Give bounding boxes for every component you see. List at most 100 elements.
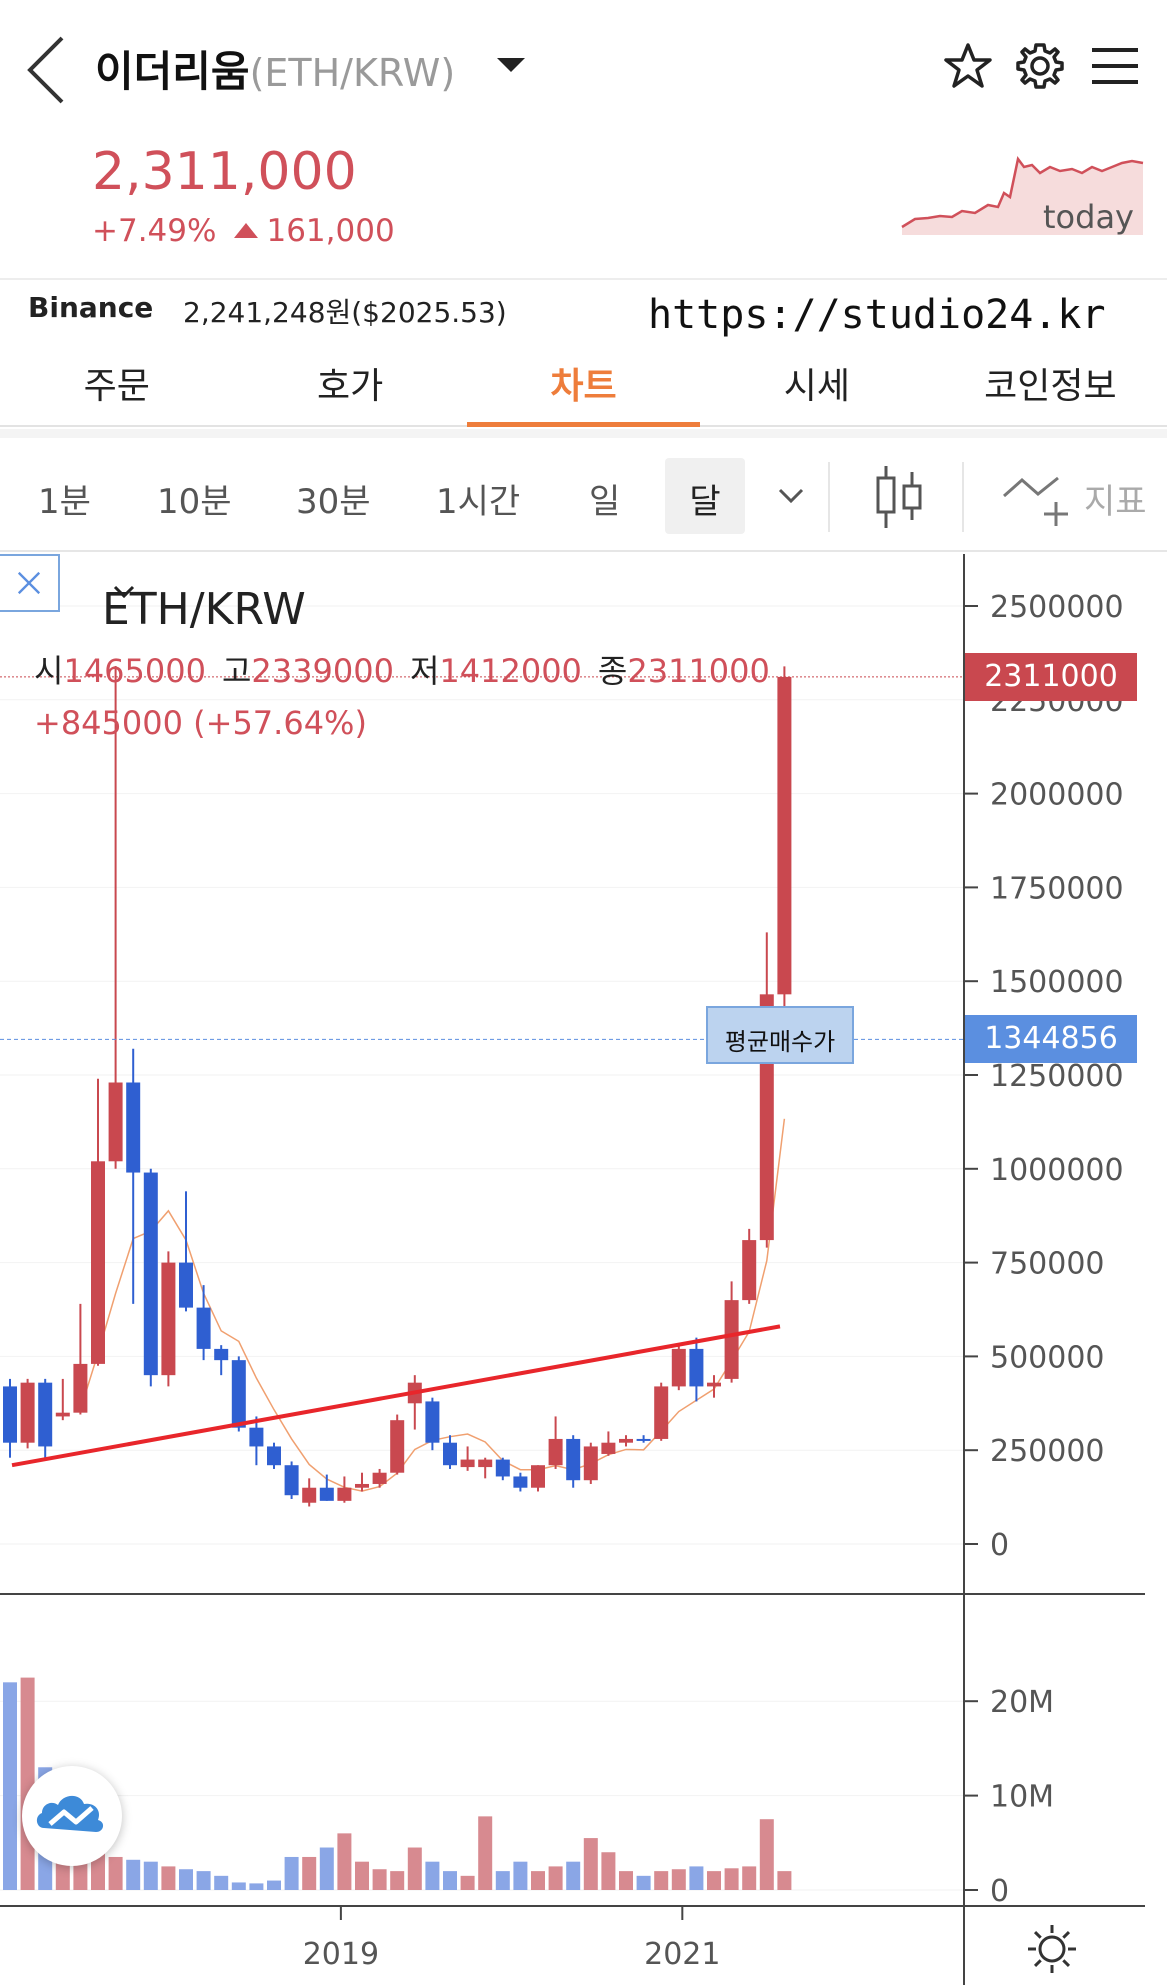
coin-dropdown-icon[interactable] (497, 58, 525, 72)
candle-body (724, 1300, 739, 1379)
y-tick-label: 1250000 (990, 1059, 1124, 1094)
y-tick-label: 250000 (990, 1434, 1105, 1469)
close-icon[interactable] (0, 554, 60, 612)
gear-icon[interactable] (1014, 40, 1066, 92)
volume-bar (319, 1847, 334, 1890)
candle-body (566, 1438, 581, 1481)
candle-body (319, 1487, 334, 1501)
indicator-icon[interactable] (1002, 470, 1082, 530)
volume-bar (126, 1859, 141, 1890)
candle-body (636, 1438, 651, 1441)
candle-body (337, 1487, 352, 1501)
volume-bar (91, 1852, 105, 1890)
volume-bar (777, 1871, 792, 1890)
volume-bar (689, 1866, 704, 1890)
chart-symbol-label: ETH/KRW (102, 584, 306, 635)
separator (828, 462, 830, 532)
current-price-tag: 2311000 (965, 652, 1137, 701)
low-value: 1412000 (439, 652, 582, 690)
chart-symbol[interactable]: ETH/KRW (102, 584, 306, 635)
volume-bar (196, 1871, 211, 1890)
tab-orderbook[interactable]: 호가 (316, 366, 384, 407)
interval-1hour[interactable]: 1시간 (436, 482, 521, 522)
cloud-chart-icon (36, 1795, 104, 1832)
menu-icon[interactable] (1090, 40, 1142, 92)
y-tick-label: 0 (990, 1528, 1009, 1563)
today-sparkline (901, 156, 1144, 235)
candle-body (91, 1161, 105, 1364)
sun-settings-icon[interactable] (1028, 1925, 1076, 1973)
header: 이더리움(ETH/KRW) (0, 0, 1167, 130)
candle-body (513, 1476, 528, 1488)
coin-title[interactable]: 이더리움(ETH/KRW) (95, 38, 455, 99)
volume-bar (495, 1871, 510, 1890)
indicator-label[interactable]: 지표 (1084, 482, 1147, 522)
volume-bar (724, 1868, 739, 1890)
y-tick-label: 2500000 (990, 590, 1124, 625)
open-value: 1465000 (63, 652, 206, 690)
candlestick-icon[interactable] (872, 464, 926, 530)
interval-30min[interactable]: 30분 (296, 482, 371, 522)
chevron-down-icon[interactable] (776, 486, 806, 506)
volume-bar (671, 1869, 686, 1890)
volume-bar (355, 1861, 369, 1890)
candle-body (583, 1446, 598, 1481)
volume-bar (231, 1882, 246, 1890)
candle-body (671, 1348, 686, 1387)
tab-quotes[interactable]: 시세 (783, 366, 851, 407)
cloud-chart-button[interactable] (22, 1766, 122, 1866)
candle-body (443, 1442, 457, 1466)
star-icon[interactable] (942, 40, 994, 92)
candle-body (73, 1363, 88, 1413)
volume-bar (742, 1866, 757, 1890)
volume-bar (179, 1869, 193, 1890)
interval-10min[interactable]: 10분 (157, 482, 232, 522)
candle-body (3, 1386, 17, 1443)
candle-body (355, 1483, 369, 1488)
chevron-down-icon[interactable] (112, 584, 136, 600)
volume-bar (249, 1883, 264, 1890)
trendline (11, 1324, 781, 1468)
candle-body (619, 1438, 633, 1443)
candle-body (196, 1307, 211, 1349)
price-chart[interactable]: 2500000 2250000 2000000 1750000 1500000 12500… (0, 554, 1167, 1985)
y-tick-label: 1500000 (990, 965, 1124, 1000)
interval-day[interactable]: 일 (589, 482, 621, 522)
candle-body (460, 1459, 475, 1468)
candle-body (777, 676, 792, 995)
current-price: 2,311,000 (92, 142, 357, 202)
volume-bar (654, 1871, 669, 1890)
volume-bar (443, 1871, 457, 1890)
volume-bar (759, 1819, 774, 1890)
volume-bar (601, 1852, 616, 1890)
tab-coin-info[interactable]: 코인정보 (984, 366, 1117, 407)
interval-1min[interactable]: 1분 (38, 482, 91, 522)
volume-bar (460, 1875, 475, 1890)
volume-bar (161, 1866, 176, 1890)
tab-order[interactable]: 주문 (83, 366, 150, 407)
avg-buy-price-label[interactable]: 평균매수가 (706, 1006, 854, 1064)
candle-body (108, 1082, 123, 1162)
candle-body (302, 1487, 317, 1503)
volume-bar (390, 1871, 405, 1890)
volume-bar (407, 1847, 422, 1890)
y-tick-label: 1750000 (990, 871, 1124, 906)
candle-body (654, 1386, 669, 1439)
y-tick-label: 500000 (990, 1340, 1105, 1375)
interval-month[interactable]: 달 (665, 458, 745, 534)
coin-name: 이더리움 (95, 47, 250, 96)
volume-bar (707, 1871, 721, 1890)
candle-body (55, 1412, 70, 1417)
chart-canvas[interactable]: 2500000225000020000001750000150000012500… (0, 554, 1167, 1985)
candle-body (161, 1262, 176, 1376)
volume-bar (478, 1816, 493, 1890)
candle-body (478, 1459, 493, 1468)
candle-body (742, 1240, 757, 1301)
period-change: +845000 (+57.64%) (34, 704, 367, 742)
low-label: 저 (409, 652, 440, 690)
back-arrow-icon[interactable] (22, 30, 72, 110)
tab-chart[interactable]: 차트 (466, 345, 701, 427)
candle-body (284, 1465, 299, 1496)
candle-body (548, 1438, 563, 1466)
volume-bar (337, 1833, 352, 1890)
